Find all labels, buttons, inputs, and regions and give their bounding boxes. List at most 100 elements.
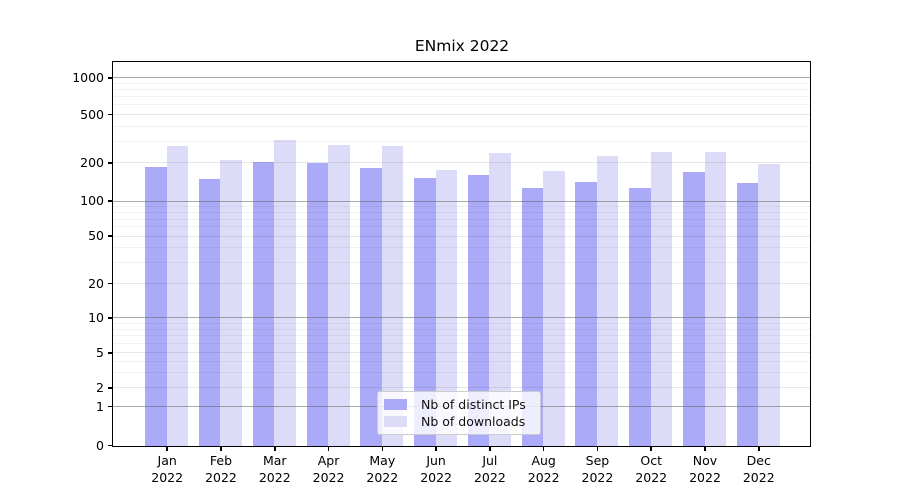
gridline	[113, 335, 810, 337]
x-tick-mark	[274, 446, 276, 451]
y-tick-mark	[108, 444, 113, 447]
x-tick-label: May 2022	[366, 453, 399, 485]
bar-distinct-ips	[360, 167, 382, 446]
bar-distinct-ips	[629, 188, 651, 446]
bar-downloads	[381, 146, 404, 446]
y-tick-label: 500	[80, 106, 104, 122]
gridline	[113, 104, 810, 106]
x-tick-label: Jul 2022	[473, 453, 506, 485]
gridline	[113, 317, 810, 319]
y-tick-mark	[108, 317, 113, 319]
bar-downloads	[328, 145, 350, 446]
gridline	[113, 387, 810, 389]
bar-downloads	[650, 152, 673, 446]
bar-distinct-ips	[145, 167, 167, 446]
x-tick-label: Dec 2022	[742, 453, 775, 485]
bar-distinct-ips	[414, 178, 436, 446]
bar-distinct-ips	[467, 175, 490, 446]
bar-distinct-ips	[736, 182, 759, 446]
x-tick-mark	[596, 446, 599, 451]
y-tick-mark	[108, 200, 113, 202]
gridline	[113, 343, 810, 345]
x-tick-mark	[704, 446, 706, 451]
x-tick-label: Jun 2022	[420, 453, 452, 485]
bar-distinct-ips	[521, 188, 544, 446]
bar-downloads	[220, 160, 242, 446]
x-tick-label: Aug 2022	[527, 453, 560, 485]
bar-downloads	[274, 140, 296, 446]
gridline	[113, 322, 810, 324]
x-tick-mark	[650, 446, 652, 451]
x-tick-label: Sep 2022	[581, 453, 614, 485]
y-tick-mark	[108, 405, 113, 408]
plot-area: Nb of distinct IPs Nb of downloads	[112, 60, 811, 447]
bar-distinct-ips	[252, 161, 275, 446]
bar-downloads	[489, 152, 511, 446]
legend-swatch-downloads	[384, 415, 407, 427]
y-tick-mark	[108, 113, 113, 116]
y-tick-label: 2	[96, 379, 104, 395]
legend-label: Nb of downloads	[421, 413, 526, 429]
bar-distinct-ips	[198, 178, 221, 446]
gridline	[113, 114, 810, 115]
bar-downloads	[166, 146, 189, 446]
y-tick-label: 0	[96, 437, 104, 453]
x-tick-label: Feb 2022	[205, 453, 237, 485]
x-tick-mark	[327, 446, 330, 451]
x-tick-mark	[220, 446, 222, 451]
chart-title: ENmix 2022	[414, 37, 510, 55]
y-tick-label: 20	[88, 275, 104, 291]
gridline	[113, 206, 810, 208]
y-tick-label: 200	[80, 154, 104, 170]
gridline	[113, 96, 810, 98]
y-tick-mark	[108, 387, 113, 389]
y-tick-label: 1000	[72, 69, 104, 85]
y-tick-label: 50	[88, 228, 104, 244]
bar-distinct-ips	[575, 182, 597, 446]
legend: Nb of distinct IPs Nb of downloads	[377, 390, 541, 435]
bar-downloads	[435, 169, 458, 446]
gridline	[113, 125, 810, 127]
x-tick-mark	[542, 446, 545, 451]
gridline	[113, 283, 810, 284]
gridline	[113, 200, 810, 202]
y-tick-label: 5	[96, 344, 104, 360]
bar-distinct-ips	[683, 172, 705, 446]
x-tick-mark	[166, 446, 168, 451]
x-tick-label: Apr 2022	[312, 453, 345, 485]
x-tick-mark	[758, 446, 760, 451]
x-tick-mark	[489, 446, 491, 451]
x-tick-label: Mar 2022	[258, 453, 291, 485]
legend-item: Nb of downloads	[384, 414, 534, 429]
gridline	[113, 82, 810, 84]
bar-downloads	[596, 156, 619, 446]
x-tick-label: Oct 2022	[635, 453, 668, 485]
y-tick-mark	[108, 162, 113, 164]
gridline	[113, 371, 810, 373]
gridline	[113, 247, 810, 249]
legend-label: Nb of distinct IPs	[421, 396, 526, 412]
gridline	[113, 77, 810, 79]
y-tick-label: 100	[80, 193, 104, 209]
x-tick-label: Jan 2022	[151, 453, 184, 485]
gridline	[113, 140, 810, 142]
y-tick-mark	[108, 235, 113, 237]
bar-distinct-ips	[306, 162, 329, 446]
gridline	[113, 360, 810, 362]
gridline	[113, 352, 810, 354]
gridline	[113, 328, 810, 330]
y-tick-mark	[108, 282, 113, 285]
gridline	[113, 162, 810, 164]
gridline	[113, 235, 810, 237]
x-tick-mark	[435, 446, 437, 451]
legend-swatch-distinct-ips	[384, 398, 407, 410]
gridline	[113, 226, 810, 228]
y-tick-mark	[108, 352, 113, 354]
legend-item: Nb of distinct IPs	[384, 397, 534, 412]
x-tick-label: Nov 2022	[689, 453, 721, 485]
y-tick-mark	[108, 77, 113, 79]
gridline	[113, 218, 810, 220]
gridline	[113, 262, 810, 264]
y-tick-label: 1	[96, 398, 104, 414]
